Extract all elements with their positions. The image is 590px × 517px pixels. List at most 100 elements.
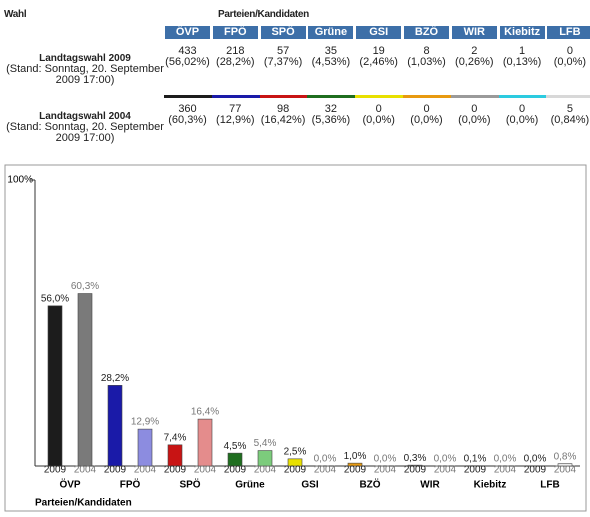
party-header: FPÖ <box>212 26 258 39</box>
x-tick-label: GSI <box>301 480 318 491</box>
value-label: 60,3% <box>71 281 99 292</box>
series-label: 2009 <box>344 465 367 476</box>
party-color-line <box>355 95 404 98</box>
x-tick-label: SPÖ <box>179 478 200 491</box>
cell-value: 19 <box>372 45 385 57</box>
series-label: 2009 <box>164 465 187 476</box>
party-color-line <box>450 95 499 98</box>
cell-value: (0,0%) <box>458 114 491 126</box>
series-label: 2004 <box>434 465 457 476</box>
value-label: 5,4% <box>254 438 277 449</box>
x-tick-label: FPÖ <box>120 478 141 491</box>
cell-value: (0,26%) <box>455 56 494 68</box>
value-label: 2,5% <box>284 446 307 457</box>
party-color-line <box>307 95 356 98</box>
value-label: 0,0% <box>374 454 397 465</box>
value-label: 1,0% <box>344 451 367 462</box>
cell-value: (0,0%) <box>505 114 539 126</box>
x-tick-label: ÖVP <box>59 478 80 491</box>
party-header: SPÖ <box>260 26 306 39</box>
x-tick-label: Kiebitz <box>474 480 507 491</box>
cell-value: 0 <box>375 103 382 115</box>
value-label: 0,8% <box>554 451 577 462</box>
series-label: 2004 <box>74 465 97 476</box>
bar <box>107 385 123 467</box>
cell-value: (4,53%) <box>311 56 351 68</box>
value-label: 4,5% <box>224 441 247 452</box>
party-color-line <box>498 95 547 98</box>
bar <box>77 293 93 467</box>
party-header: BZÖ <box>404 26 449 39</box>
x-tick-label: WIR <box>420 480 440 491</box>
cell-value: (2,46%) <box>359 56 398 68</box>
bar <box>47 305 63 467</box>
cell-value: 0 <box>423 103 430 115</box>
series-label: 2004 <box>314 465 337 476</box>
series-label: 2004 <box>194 465 217 476</box>
bar <box>137 428 153 467</box>
cell-value: 35 <box>324 45 338 57</box>
x-tick-label: Grüne <box>235 480 265 491</box>
cell-value: (7,37%) <box>263 56 303 68</box>
value-label: 28,2% <box>101 373 129 384</box>
x-axis-title: Parteien/Kandidaten <box>35 498 132 509</box>
cell-value: (0,84%) <box>550 114 590 126</box>
row-stand: (Stand: Sonntag, 20. September 2009 17:0… <box>6 121 164 144</box>
cell-value: (56,02%) <box>165 56 210 68</box>
cell-value: (16,42%) <box>260 114 306 126</box>
party-color-line <box>259 95 308 98</box>
party-header: GSI <box>356 26 402 39</box>
series-label: 2004 <box>134 465 157 476</box>
series-label: 2004 <box>374 465 397 476</box>
cell-value: 77 <box>229 103 242 115</box>
value-label: 0,3% <box>404 453 427 464</box>
series-label: 2009 <box>44 465 67 476</box>
cell-value: 5 <box>566 103 573 115</box>
party-header: Grüne <box>308 26 354 39</box>
bar <box>557 463 573 467</box>
cell-value: (5,36%) <box>311 114 351 126</box>
row-stand: (Stand: Sonntag, 20. September 2009 17:0… <box>6 63 164 86</box>
cell-value: (12,9%) <box>216 114 255 126</box>
cell-value: 2 <box>471 45 478 57</box>
party-color-line <box>403 95 451 98</box>
x-tick-label: LFB <box>540 480 559 491</box>
value-label: 0,0% <box>434 454 457 465</box>
cell-value: (28,2%) <box>216 56 255 68</box>
series-label: 2009 <box>104 465 127 476</box>
cell-value: 32 <box>324 103 338 115</box>
party-header: ÖVP <box>165 26 210 39</box>
row-label: Landtagswahl 2009 (Stand: Sonntag, 20. Se… <box>5 53 165 86</box>
cell-value: 433 <box>178 45 197 57</box>
cell-value: (60,3%) <box>168 114 207 126</box>
value-label: 0,0% <box>524 454 547 465</box>
cell-value: 98 <box>276 103 290 115</box>
cell-value: 0 <box>471 103 478 115</box>
party-header: Kiebitz <box>499 26 545 39</box>
row-title: Landtagswahl 2009 <box>39 53 131 64</box>
party-color-line <box>164 95 212 98</box>
bar <box>167 444 183 467</box>
value-label: 56,0% <box>41 293 69 304</box>
bar <box>347 462 363 467</box>
row-label: Landtagswahl 2004 (Stand: Sonntag, 20. Se… <box>5 111 165 144</box>
cell-value: 218 <box>226 45 245 57</box>
series-label: 2004 <box>254 465 277 476</box>
party-header: LFB <box>547 26 590 39</box>
party-header: WIR <box>451 26 497 39</box>
cell-value: 8 <box>423 45 430 57</box>
chart-frame <box>4 164 587 512</box>
series-label: 2009 <box>224 465 247 476</box>
series-label: 2009 <box>464 465 487 476</box>
party-color-line <box>546 95 590 98</box>
value-label: 0,0% <box>314 454 337 465</box>
cell-value: 360 <box>178 103 197 115</box>
series-label: 2004 <box>494 465 517 476</box>
row-title: Landtagswahl 2004 <box>39 111 131 122</box>
cell-value: (0,13%) <box>502 56 542 68</box>
bar <box>227 452 243 467</box>
cell-value: 57 <box>276 45 290 57</box>
cell-value: 0 <box>566 45 573 57</box>
